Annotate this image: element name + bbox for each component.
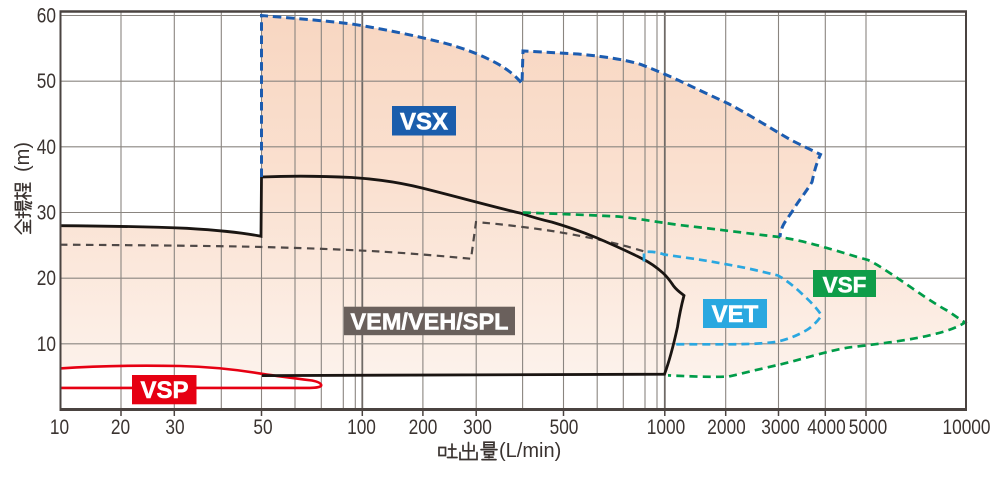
svg-text:50: 50	[253, 416, 272, 439]
svg-text:VSX: VSX	[400, 109, 448, 136]
svg-text:VET: VET	[712, 301, 759, 328]
svg-text:10: 10	[37, 333, 56, 356]
svg-text:(m): (m)	[12, 142, 34, 172]
svg-text:VSP: VSP	[140, 377, 188, 404]
svg-text:20: 20	[111, 416, 130, 439]
svg-text:(L/min): (L/min)	[499, 440, 561, 462]
svg-text:VSF: VSF	[823, 273, 867, 298]
svg-text:300: 300	[463, 416, 492, 439]
svg-text:60: 60	[37, 5, 56, 28]
svg-text:100: 100	[347, 416, 376, 439]
svg-text:200: 200	[409, 416, 438, 439]
svg-text:500: 500	[550, 416, 579, 439]
svg-text:3000: 3000	[761, 416, 799, 439]
svg-text:40: 40	[37, 136, 56, 159]
svg-text:10: 10	[50, 416, 69, 439]
svg-text:20: 20	[37, 267, 56, 290]
svg-text:1000: 1000	[647, 416, 685, 439]
svg-text:5000: 5000	[849, 416, 887, 439]
svg-text:10000: 10000	[943, 416, 991, 439]
svg-text:30: 30	[37, 202, 56, 225]
svg-text:50: 50	[37, 70, 56, 93]
svg-text:VEM/VEH/SPL: VEM/VEH/SPL	[351, 309, 509, 335]
svg-text:4000: 4000	[807, 416, 845, 439]
svg-text:30: 30	[165, 416, 184, 439]
svg-text:2000: 2000	[707, 416, 745, 439]
